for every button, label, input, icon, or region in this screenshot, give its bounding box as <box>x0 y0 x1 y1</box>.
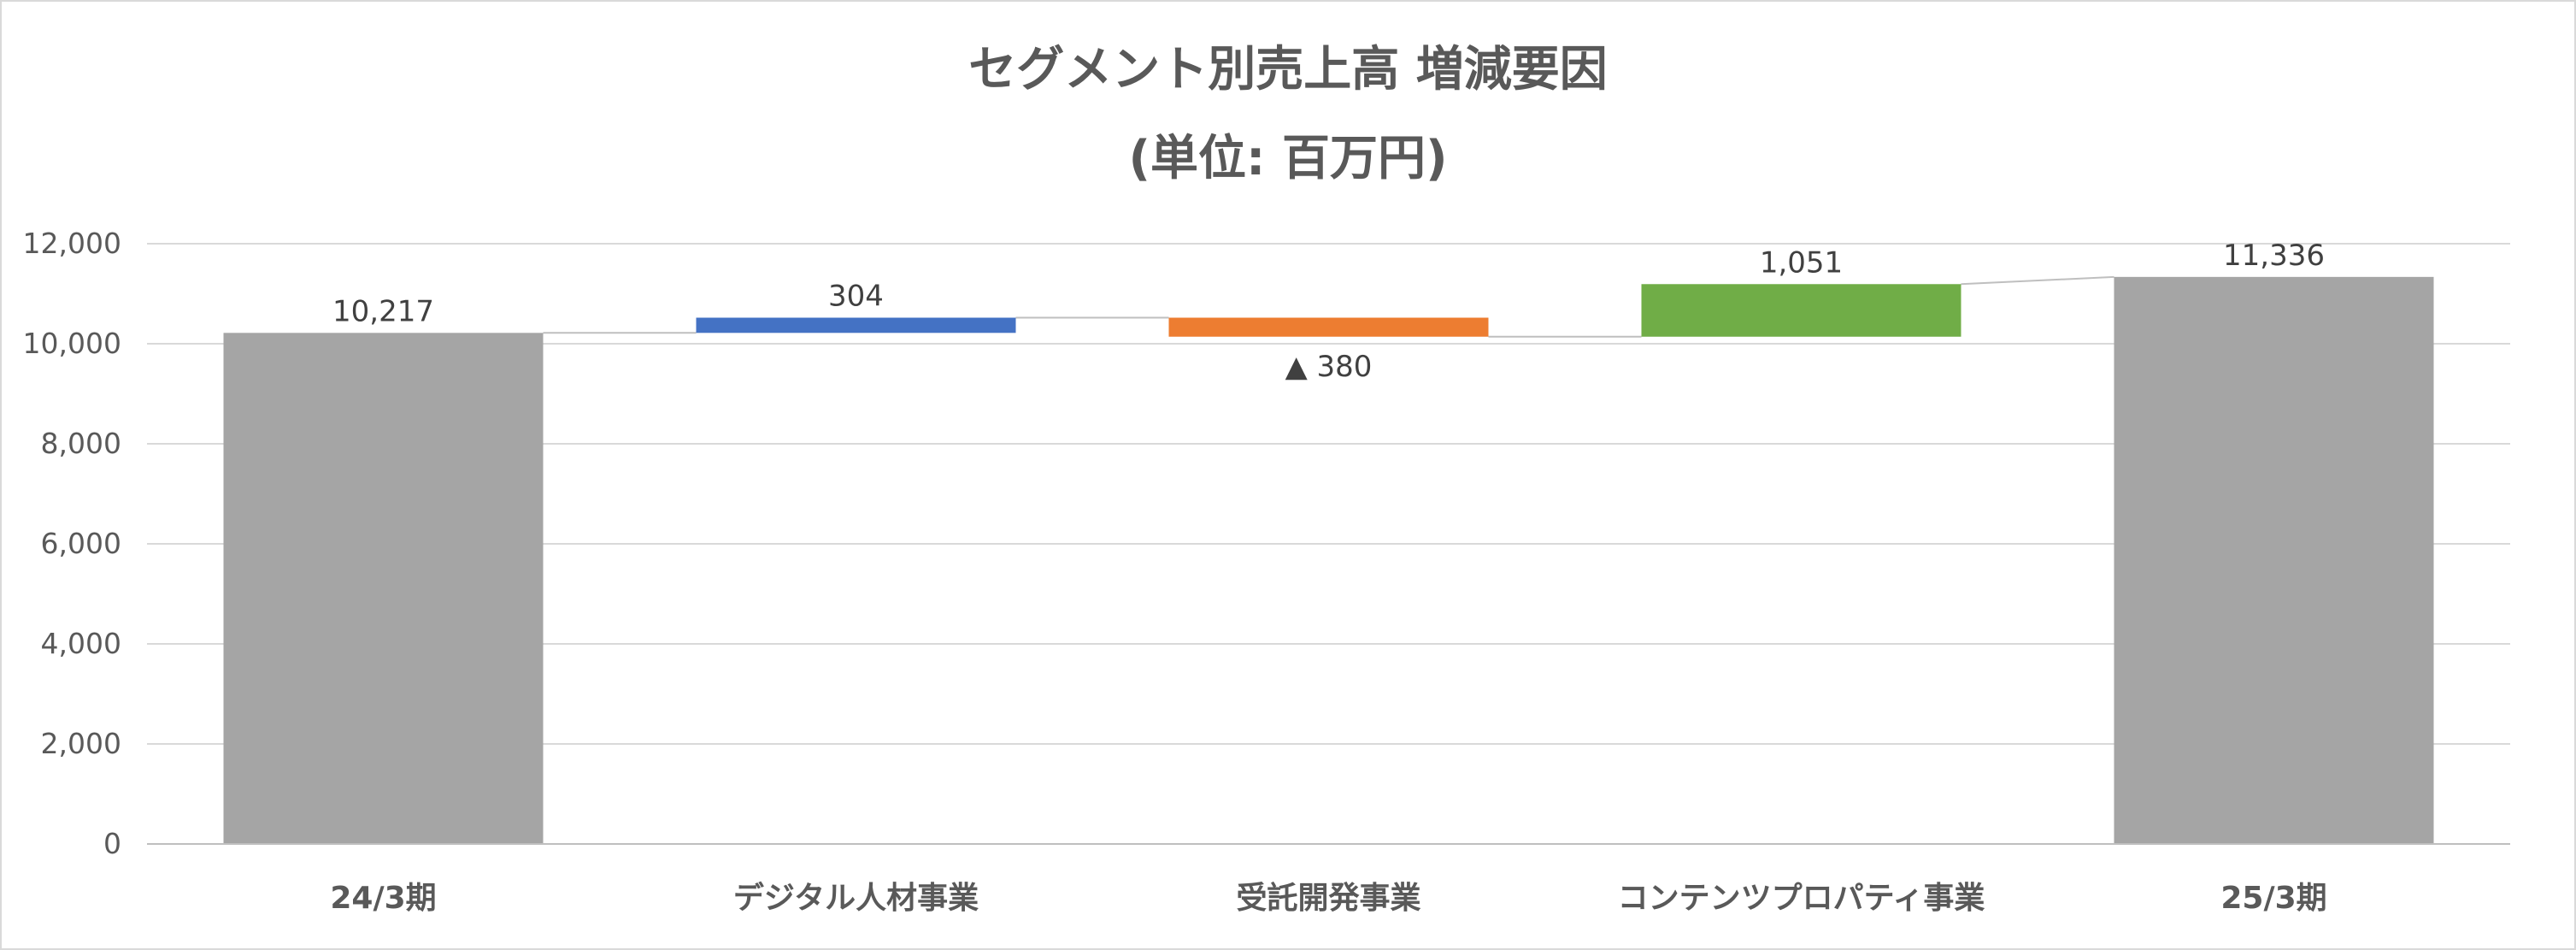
bar-3 <box>1641 284 1961 337</box>
y-tick-label: 10,000 <box>23 327 121 360</box>
connector-lines <box>543 275 2114 338</box>
y-tick-label: 4,000 <box>41 627 121 660</box>
x-category-label: 受託開発事業 <box>1236 881 1420 916</box>
bar-2 <box>1168 317 1489 337</box>
y-tick-label: 12,000 <box>23 227 121 260</box>
data-label: 11,336 <box>2223 239 2325 273</box>
data-label: 304 <box>828 280 884 314</box>
chart-subtitle: (単位: 百万円) <box>1128 131 1447 186</box>
y-tick-label: 0 <box>103 827 121 860</box>
chart-title: セグメント別売上高 増減要因 <box>968 42 1608 97</box>
data-label: ▲ 380 <box>1285 350 1373 384</box>
x-category-label: デジタル人材事業 <box>733 880 979 916</box>
bar-1 <box>696 317 1016 333</box>
bars <box>223 276 2434 844</box>
x-category-label: 25/3期 <box>2220 881 2326 916</box>
data-label: 10,217 <box>332 294 434 328</box>
connector-line <box>1961 275 2114 286</box>
data-label: 1,051 <box>1760 245 1843 280</box>
y-tick-label: 8,000 <box>41 427 121 460</box>
x-category-label: 24/3期 <box>330 881 436 916</box>
bar-0 <box>223 333 544 844</box>
y-tick-label: 6,000 <box>41 527 121 560</box>
bar-4 <box>2114 276 2434 844</box>
x-category-label: コンテンツプロパティ事業 <box>1618 881 1985 916</box>
y-tick-label: 2,000 <box>41 727 121 760</box>
labels: 0 2,000 4,000 6,000 8,000 10,000 12,000 24/3期 10… <box>23 227 2327 916</box>
